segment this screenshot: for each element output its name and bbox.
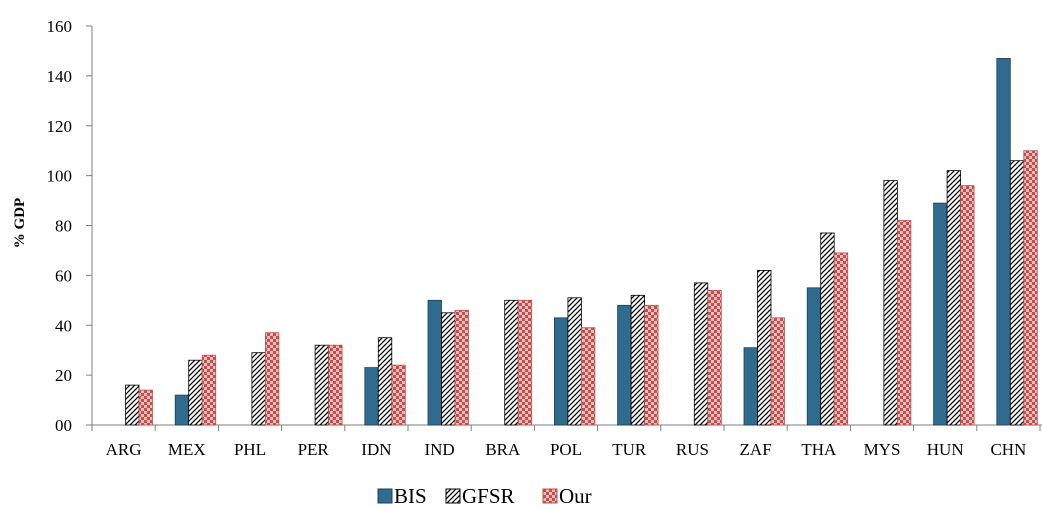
legend-label-bis: BIS bbox=[394, 484, 427, 508]
bars bbox=[125, 58, 1038, 426]
bis-bar-pol bbox=[554, 317, 569, 426]
gfsr-bar-chn bbox=[1009, 160, 1025, 426]
gfsr-bar-pol bbox=[567, 297, 582, 426]
our-bar-mys bbox=[897, 220, 912, 426]
y-axis-label: % GDP bbox=[12, 198, 28, 248]
our-bar-chn bbox=[1023, 150, 1038, 426]
x-tick-label-per: PER bbox=[298, 440, 330, 459]
our-bar-idn bbox=[391, 364, 406, 426]
legend-swatch-gfsr bbox=[445, 488, 461, 504]
our-bar-mex bbox=[201, 354, 217, 426]
gfsr-bar-mex bbox=[188, 359, 203, 426]
gfsr-bar-ind bbox=[441, 312, 456, 426]
bis-bar-tur bbox=[617, 304, 632, 426]
y-tick-label: 20 bbox=[55, 366, 72, 385]
legend-swatch-our bbox=[542, 488, 558, 504]
legend-label-gfsr: GFSR bbox=[462, 484, 515, 508]
our-bar-arg bbox=[138, 389, 153, 426]
y-tick-label: 120 bbox=[47, 117, 73, 136]
x-tick-label-bra: BRA bbox=[485, 440, 521, 459]
gfsr-bar-rus bbox=[693, 282, 709, 426]
our-bar-pol bbox=[581, 327, 596, 426]
our-bar-phl bbox=[264, 332, 280, 426]
bis-bar-mex bbox=[174, 394, 190, 426]
our-bar-zaf bbox=[770, 317, 785, 426]
y-tick-label: 00 bbox=[55, 416, 72, 435]
our-bar-per bbox=[328, 344, 343, 426]
y-tick-label: 40 bbox=[55, 316, 72, 335]
our-bar-tha bbox=[833, 252, 849, 426]
x-tick-label-idn: IDN bbox=[361, 440, 391, 459]
our-bar-ind bbox=[454, 309, 469, 426]
x-tick-labels: ARG MEX PHL PER IDN IND BRA POL TUR RUS ZAF THA MYS H… bbox=[106, 440, 1027, 459]
x-tick-label-tha: THA bbox=[801, 440, 837, 459]
legend-label-our: Our bbox=[559, 484, 592, 508]
y-tick-label: 80 bbox=[55, 217, 72, 236]
bis-bar-zaf bbox=[743, 347, 758, 426]
bis-bar-idn bbox=[364, 367, 379, 426]
x-tick-label-zaf: ZAF bbox=[740, 440, 772, 459]
gfsr-bar-mys bbox=[883, 180, 898, 426]
x-tick-label-arg: ARG bbox=[106, 440, 142, 459]
y-tick-label: 160 bbox=[47, 17, 73, 36]
y-tick-label: 140 bbox=[47, 67, 73, 86]
x-tick-label-phl: PHL bbox=[234, 440, 266, 459]
gfsr-bar-zaf bbox=[757, 269, 772, 426]
our-bar-tur bbox=[644, 304, 659, 426]
gfsr-bar-per bbox=[314, 344, 330, 426]
bis-bar-tha bbox=[806, 287, 822, 426]
y-tick-label: 60 bbox=[55, 266, 72, 285]
x-tick-label-mex: MEX bbox=[168, 440, 206, 459]
legend: BIS GFSR Our bbox=[377, 484, 592, 508]
gfsr-bar-bra bbox=[504, 299, 519, 426]
bis-bar-hun bbox=[933, 202, 948, 426]
our-bar-rus bbox=[707, 289, 722, 426]
y-tick-label: 100 bbox=[47, 167, 73, 186]
y-tick-labels: 00 20 40 60 80 100 120 140 160 bbox=[47, 17, 73, 435]
gfsr-bar-tur bbox=[630, 294, 645, 426]
our-bar-bra bbox=[517, 299, 533, 426]
legend-swatch-bis bbox=[377, 488, 393, 504]
gfsr-bar-idn bbox=[377, 337, 393, 426]
x-tick-label-rus: RUS bbox=[676, 440, 709, 459]
x-tick-label-chn: CHN bbox=[990, 440, 1026, 459]
gfsr-bar-phl bbox=[251, 352, 266, 426]
gfsr-bar-hun bbox=[946, 170, 961, 426]
x-tick-label-ind: IND bbox=[424, 440, 454, 459]
bis-bar-ind bbox=[427, 299, 442, 426]
gfsr-bar-arg bbox=[125, 384, 140, 426]
x-tick-label-hun: HUN bbox=[927, 440, 964, 459]
x-tick-label-tur: TUR bbox=[612, 440, 647, 459]
bis-bar-chn bbox=[996, 58, 1011, 426]
x-tick-label-pol: POL bbox=[550, 440, 582, 459]
gfsr-bar-tha bbox=[820, 232, 835, 426]
our-bar-hun bbox=[960, 185, 975, 426]
x-tick-label-mys: MYS bbox=[864, 440, 901, 459]
